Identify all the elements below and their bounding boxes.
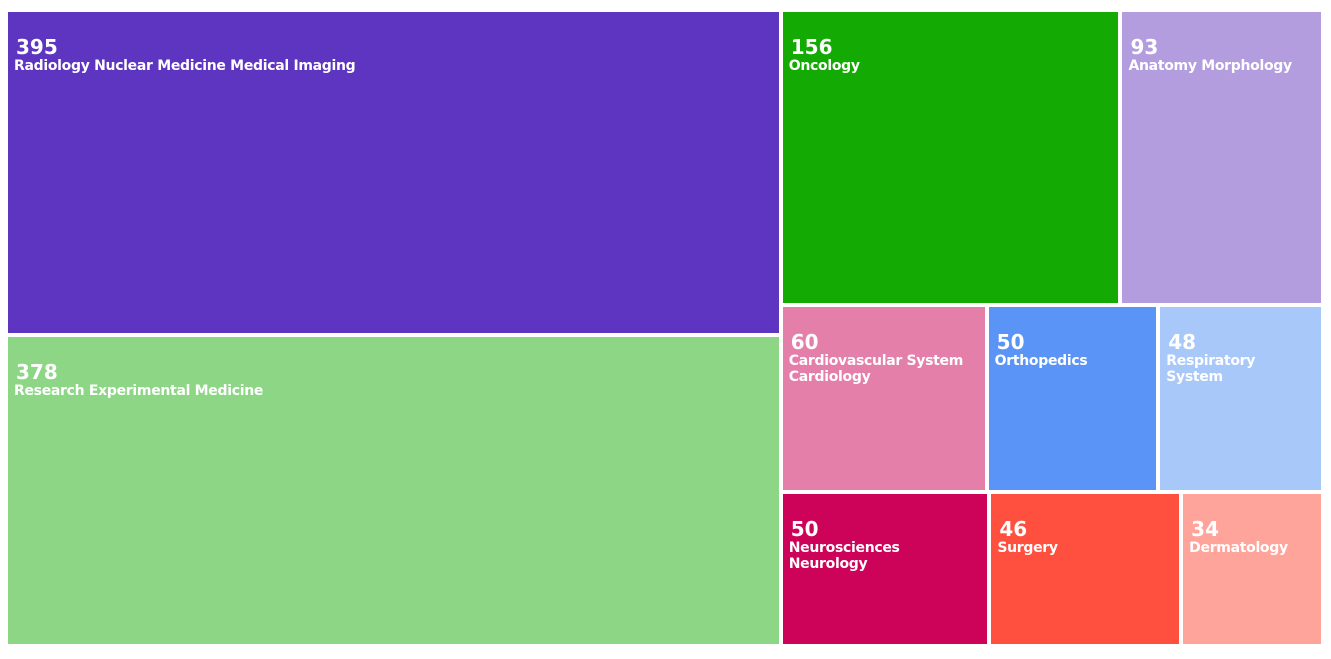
treemap-cell: 46 Surgery	[991, 494, 1180, 644]
category-label: Oncology	[788, 58, 860, 74]
category-label: Research Experimental Medicine	[14, 382, 264, 399]
category-label: Orthopedics	[994, 352, 1088, 369]
treemap-cell: 60 Cardiovascular System Cardiology	[782, 306, 985, 491]
category-label: Cardiovascular System Cardiology	[788, 352, 964, 385]
value-label: 156	[790, 35, 833, 59]
category-label: Radiology Nuclear Medicine Medical Imagi…	[14, 58, 356, 74]
treemap-cell: 378 Research Experimental Medicine	[8, 336, 779, 644]
category-label: Neurosciences Neurology	[788, 540, 900, 573]
value-label: 378	[16, 359, 58, 384]
category-label: Anatomy Morphology	[1128, 58, 1292, 74]
category-label: Dermatology	[1189, 540, 1288, 557]
value-label: 50	[790, 517, 819, 542]
treemap-cell: 34 Dermatology	[1183, 494, 1321, 644]
value-label: 93	[1130, 35, 1159, 59]
value-label: 50	[996, 329, 1025, 354]
value-label: 60	[790, 329, 819, 354]
treemap-cell: 50 Orthopedics	[988, 306, 1157, 491]
value-label: 34	[1191, 517, 1220, 542]
treemap-cell: 48 Respiratory System	[1160, 306, 1321, 491]
treemap-cell: 156 Oncology	[782, 12, 1119, 303]
value-label: 48	[1168, 329, 1197, 354]
category-label: Respiratory System	[1166, 352, 1256, 385]
treemap-cell: 93 Anatomy Morphology	[1122, 12, 1321, 303]
category-label: Surgery	[997, 540, 1058, 557]
value-label: 46	[999, 517, 1028, 542]
treemap-cell: 395 Radiology Nuclear Medicine Medical Im…	[8, 12, 779, 333]
treemap-cell: 50 Neurosciences Neurology	[782, 494, 988, 644]
value-label: 395	[16, 35, 58, 59]
